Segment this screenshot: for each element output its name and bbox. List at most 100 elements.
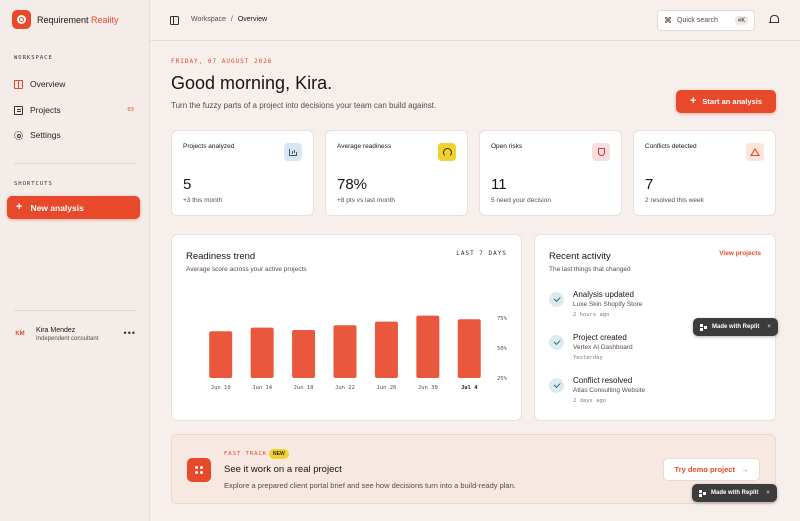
breadcrumb: Workspace / Overview — [191, 16, 267, 23]
stat-title: Conflicts detected — [645, 143, 697, 150]
chart-bar — [374, 321, 398, 378]
sidebar-divider — [14, 163, 136, 164]
quick-search[interactable]: ⌘ Quick search ⌘K — [657, 10, 755, 31]
gear-icon — [14, 130, 23, 140]
brand-logo-icon — [12, 10, 31, 29]
plus-icon: + — [16, 201, 23, 213]
command-icon: ⌘ — [664, 16, 672, 25]
activity-desc: Vertex AI Dashboard — [573, 344, 633, 351]
fast-track-banner: FAST TRACK NEW See it work on a real pro… — [171, 434, 776, 504]
activity-subtitle: The last things that changed — [549, 266, 631, 273]
trend-title: Readiness trend — [186, 251, 256, 262]
bell-icon[interactable] — [769, 15, 779, 25]
chart-icon — [284, 143, 302, 161]
stat-sub: 2 resolved this week — [645, 197, 704, 204]
fast-track-title: See it work on a real project — [224, 464, 342, 475]
stat-value: 11 — [491, 176, 507, 193]
activity-time: Yesterday — [573, 355, 603, 361]
brand[interactable]: Requirement Reality — [12, 10, 119, 29]
chart-bar — [333, 325, 357, 378]
activity-name: Conflict resolved — [573, 376, 633, 385]
activity-item[interactable]: Analysis updated Luxe Skin Shopify Store… — [549, 290, 764, 326]
arrow-right-icon: → — [740, 465, 749, 474]
chart-bar — [457, 319, 481, 378]
chart-y-tick-label: 25% — [497, 376, 508, 382]
activity-name: Project created — [573, 333, 627, 342]
activity-item[interactable]: Conflict resolved Atlas Consulting Websi… — [549, 376, 764, 412]
activity-time: 2 days ago — [573, 398, 607, 404]
check-icon — [549, 292, 564, 307]
chart-bar — [209, 331, 233, 378]
chart-x-tick-label: Jun 18 — [294, 385, 314, 391]
close-icon[interactable]: × — [767, 324, 771, 330]
stat-card-projects-analyzed: Projects analyzed 5 +3 this month — [171, 130, 314, 216]
made-with-replit-badge[interactable]: Made with Replit × — [693, 318, 778, 336]
readiness-trend-card: Readiness trend Average score across you… — [171, 234, 522, 421]
sidebar-item-label: Projects — [30, 105, 61, 115]
topbar: Workspace / Overview ⌘ Quick search ⌘K — [150, 0, 800, 41]
projects-count-badge: 03 — [127, 107, 134, 113]
new-analysis-button[interactable]: + New analysis — [7, 196, 140, 219]
brand-name: Requirement Reality — [37, 15, 119, 25]
start-analysis-button[interactable]: + Start an analysis — [676, 90, 776, 113]
sidebar-toggle-icon[interactable] — [170, 16, 179, 25]
breadcrumb-workspace[interactable]: Workspace — [191, 16, 226, 23]
more-options-icon[interactable]: ••• — [123, 328, 136, 338]
stat-card-average-readiness: Average readiness 78% +8 pts vs last mon… — [325, 130, 468, 216]
close-icon[interactable]: × — [766, 490, 770, 496]
chart-bar — [250, 327, 274, 378]
stat-value: 78% — [337, 176, 368, 193]
shield-icon — [592, 143, 610, 161]
page-subtitle: Turn the fuzzy parts of a project into d… — [171, 101, 437, 110]
breadcrumb-separator: / — [230, 16, 233, 23]
plus-icon: + — [689, 95, 697, 107]
replit-label: Made with Replit — [712, 324, 760, 330]
activity-item[interactable]: Project created Vertex AI Dashboard Yest… — [549, 333, 764, 369]
chart-y-tick-label: 50% — [497, 346, 508, 352]
sidebar-item-projects[interactable]: Projects 03 — [14, 105, 134, 115]
demo-button-label: Try demo project — [674, 465, 735, 474]
avatar: KM — [15, 331, 25, 337]
activity-name: Analysis updated — [573, 290, 634, 299]
recent-activity-card: Recent activity The last things that cha… — [534, 234, 776, 421]
sidebar: Requirement Reality WORKSPACE Overview P… — [0, 0, 150, 521]
chart-x-tick-label: Jun 26 — [376, 385, 396, 391]
sidebar-item-overview[interactable]: Overview — [14, 79, 134, 89]
sidebar-item-label: Overview — [30, 79, 66, 89]
chart-x-tick-label: Jun 10 — [211, 385, 231, 391]
trend-range: LAST 7 DAYS — [456, 250, 507, 257]
workspace-label: WORKSPACE — [14, 55, 53, 61]
stat-value: 5 — [183, 176, 192, 193]
activity-time: 2 hours ago — [573, 312, 610, 318]
search-placeholder: Quick search — [677, 17, 718, 24]
stat-card-open-risks: Open risks 11 5 need your decision — [479, 130, 622, 216]
replit-icon — [700, 323, 707, 331]
start-analysis-label: Start an analysis — [702, 97, 763, 106]
chart-y-tick-label: 75% — [497, 316, 508, 322]
chart-x-tick-label: Jun 14 — [252, 385, 273, 391]
search-shortcut: ⌘K — [734, 16, 748, 25]
breadcrumb-current: Overview — [237, 16, 268, 23]
brand-name-prefix: Requirement — [37, 14, 89, 25]
view-projects-link[interactable]: View projects — [719, 250, 761, 257]
sidebar-item-settings[interactable]: Settings — [14, 130, 134, 140]
made-with-replit-badge[interactable]: Made with Replit × — [692, 484, 777, 502]
stat-title: Average readiness — [337, 143, 392, 150]
fast-track-desc: Explore a prepared client portal brief a… — [224, 481, 516, 490]
stat-title: Projects analyzed — [183, 143, 235, 150]
readiness-bar-chart: Jun 10 Jun 14 Jun 18 Jun 22 Jun 26 Jun 30 Jul … — [209, 315, 508, 391]
sidebar-item-label: Settings — [30, 130, 61, 140]
sidebar-divider — [14, 310, 136, 311]
fast-track-icon — [187, 458, 211, 482]
chart-x-tick-label: Jun 22 — [335, 385, 355, 391]
page-title: Good morning, Kira. — [171, 73, 333, 93]
try-demo-project-button[interactable]: Try demo project → — [663, 458, 760, 481]
stat-value: 7 — [645, 176, 654, 193]
stat-sub: +8 pts vs last month — [337, 197, 395, 204]
chart-x-tick-label: Jul 4 — [461, 385, 478, 391]
user-profile[interactable]: KM Kira Mendez Independent consultant ••… — [12, 323, 140, 345]
user-role: Independent consultant — [36, 335, 99, 342]
new-badge: NEW — [269, 449, 289, 459]
document-icon — [14, 105, 23, 115]
replit-icon — [699, 489, 706, 497]
